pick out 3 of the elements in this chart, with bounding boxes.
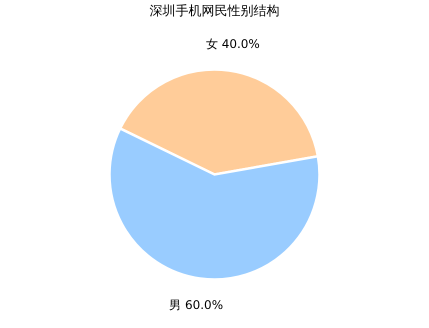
- slice-label: 女 40.0%: [206, 36, 260, 51]
- slice-label: 男 60.0%: [169, 298, 224, 312]
- chart-title: 深圳手机网民性别结构: [150, 4, 280, 19]
